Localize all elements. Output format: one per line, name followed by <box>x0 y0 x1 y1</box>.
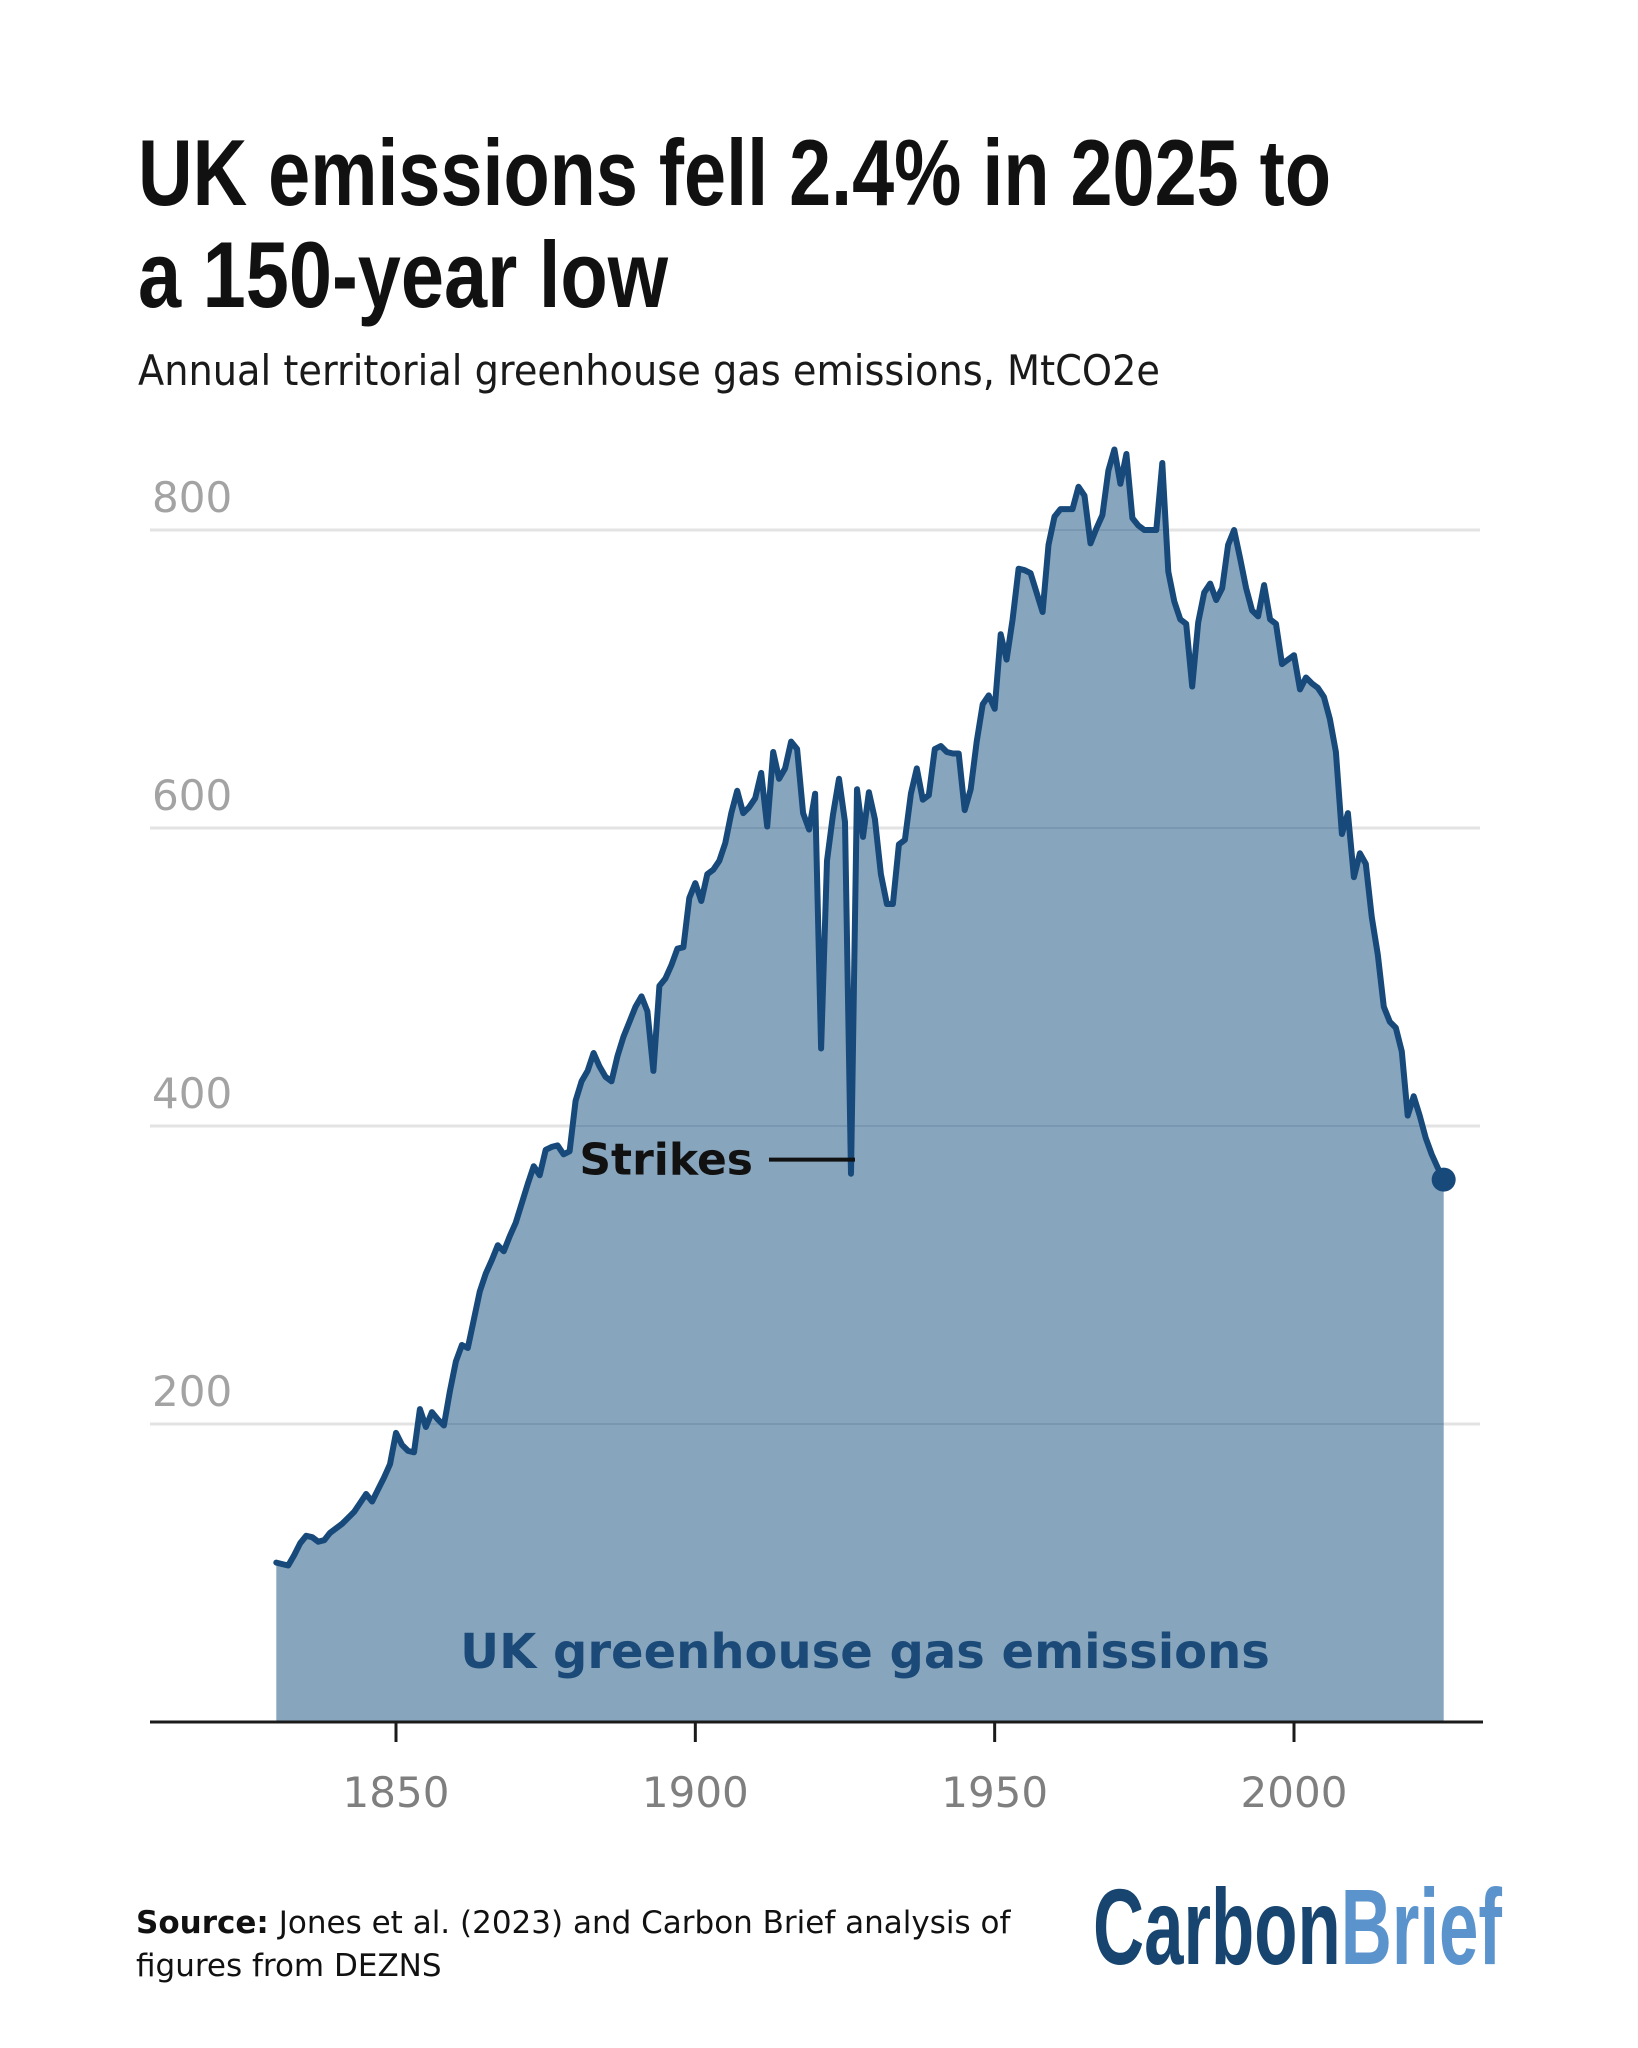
y-axis-labels: 200 400 600 800 <box>152 473 232 1416</box>
series-label: UK greenhouse gas emissions <box>460 1624 1270 1680</box>
chart-title-line-1: UK emissions fell 2.4% in 2025 to <box>138 120 1331 225</box>
source-note-line-2: figures from DEZNS <box>136 1948 442 1984</box>
x-axis-ticks: 1850 1900 1950 2000 <box>343 1722 1348 1817</box>
chart-title-line-2: a 150-year low <box>138 222 669 327</box>
y-tick-label-600: 600 <box>152 771 232 820</box>
carbon-brief-logo: CarbonBrief <box>1093 1866 1503 1987</box>
annotation-strikes-label: Strikes <box>579 1135 753 1186</box>
logo-brief: Brief <box>1341 1866 1503 1987</box>
source-text-1: Jones et al. (2023) and Carbon Brief ana… <box>277 1905 1012 1941</box>
x-tick-label-1900: 1900 <box>642 1768 749 1817</box>
logo-carbon: Carbon <box>1093 1866 1341 1987</box>
emissions-line <box>273 446 1447 1569</box>
end-marker-2025 <box>1431 1167 1456 1192</box>
x-tick-label-1850: 1850 <box>343 1768 450 1817</box>
chart-subtitle: Annual territorial greenhouse gas emissi… <box>138 346 1160 395</box>
y-tick-label-400: 400 <box>152 1069 232 1118</box>
source-note-line-1: Source: Jones et al. (2023) and Carbon B… <box>136 1905 1011 1941</box>
y-tick-label-800: 800 <box>152 473 232 522</box>
x-tick-label-2000: 2000 <box>1241 1768 1348 1817</box>
source-label: Source: <box>136 1905 269 1941</box>
x-tick-label-1950: 1950 <box>941 1768 1048 1817</box>
y-tick-label-200: 200 <box>152 1367 232 1416</box>
emissions-area <box>276 449 1444 1722</box>
